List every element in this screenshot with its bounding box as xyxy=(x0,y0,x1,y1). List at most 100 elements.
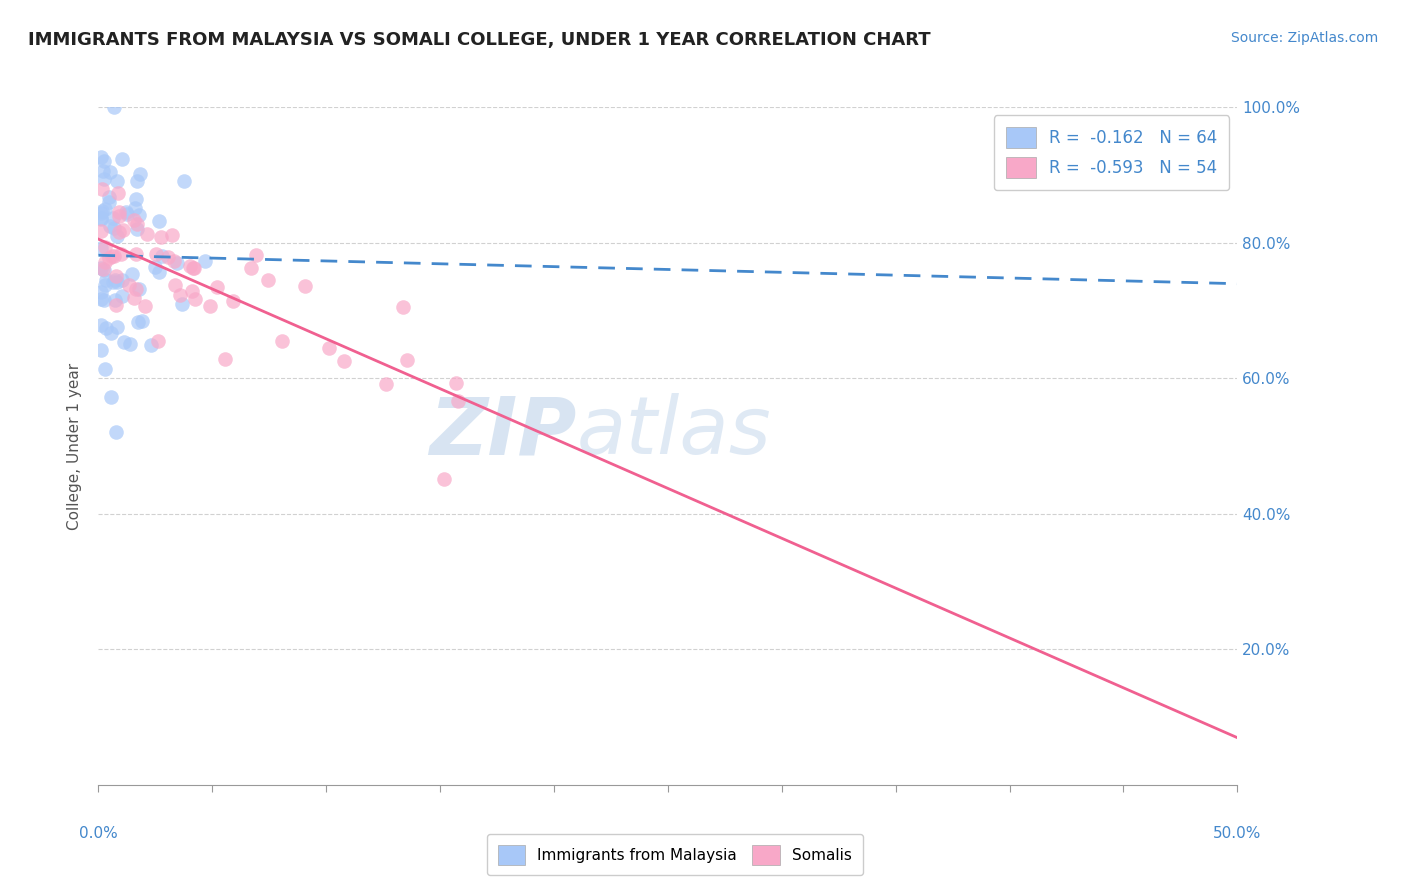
Point xyxy=(163,277,186,292)
Point xyxy=(146,334,169,348)
Point xyxy=(107,319,129,334)
Point xyxy=(179,259,201,273)
Point xyxy=(112,335,135,350)
Point xyxy=(256,273,278,287)
Point xyxy=(149,230,172,244)
Point xyxy=(124,247,146,261)
Point xyxy=(101,211,124,225)
Point xyxy=(118,337,141,351)
Point xyxy=(105,174,128,188)
Point xyxy=(333,353,356,368)
Point xyxy=(169,288,191,302)
Point xyxy=(91,261,114,276)
Point xyxy=(108,209,131,223)
Point xyxy=(93,171,115,186)
Point xyxy=(214,352,236,367)
Point xyxy=(166,256,188,270)
Text: 0.0%: 0.0% xyxy=(79,826,118,840)
Point xyxy=(125,217,148,231)
Point xyxy=(94,277,117,292)
Point xyxy=(181,260,204,275)
Point xyxy=(103,220,125,235)
Point xyxy=(173,173,195,187)
Point xyxy=(222,294,245,309)
Point xyxy=(108,225,131,239)
Point xyxy=(93,153,115,168)
Point xyxy=(125,174,148,188)
Point xyxy=(104,298,127,312)
Point xyxy=(148,214,170,228)
Point xyxy=(96,273,118,287)
Point xyxy=(374,377,396,392)
Point xyxy=(125,222,148,236)
Point xyxy=(115,205,138,219)
Point xyxy=(105,425,128,439)
Point xyxy=(111,152,134,166)
Text: 50.0%: 50.0% xyxy=(1213,826,1261,840)
Point xyxy=(101,275,124,289)
Text: IMMIGRANTS FROM MALAYSIA VS SOMALI COLLEGE, UNDER 1 YEAR CORRELATION CHART: IMMIGRANTS FROM MALAYSIA VS SOMALI COLLE… xyxy=(28,31,931,49)
Point xyxy=(157,251,180,265)
Point xyxy=(93,362,115,376)
Point xyxy=(270,334,292,349)
Point xyxy=(90,151,112,165)
Point xyxy=(446,394,468,409)
Point xyxy=(94,240,117,254)
Point xyxy=(240,260,263,275)
Point xyxy=(111,289,134,303)
Point xyxy=(150,249,173,263)
Point xyxy=(446,376,468,390)
Point xyxy=(205,279,228,293)
Point xyxy=(93,255,115,269)
Point xyxy=(143,260,166,274)
Point xyxy=(90,318,112,332)
Point xyxy=(170,296,193,310)
Point xyxy=(105,275,128,289)
Point xyxy=(110,247,132,261)
Point xyxy=(184,293,207,307)
Point xyxy=(90,260,112,275)
Point xyxy=(104,273,127,287)
Point xyxy=(145,246,167,260)
Point xyxy=(91,182,114,196)
Point xyxy=(115,206,138,220)
Point xyxy=(100,165,122,179)
Point xyxy=(128,209,150,223)
Point xyxy=(100,390,122,404)
Point xyxy=(90,293,112,307)
Point xyxy=(100,326,122,340)
Y-axis label: College, Under 1 year: College, Under 1 year xyxy=(67,362,83,530)
Point xyxy=(94,202,117,216)
Point xyxy=(111,273,134,287)
Point xyxy=(148,265,170,279)
Point xyxy=(395,353,418,368)
Point xyxy=(108,205,131,219)
Point xyxy=(91,203,114,218)
Point xyxy=(128,167,150,181)
Point xyxy=(97,251,120,265)
Legend: R =  -0.162   N = 64, R =  -0.593   N = 54: R = -0.162 N = 64, R = -0.593 N = 54 xyxy=(994,115,1229,190)
Point xyxy=(111,222,134,236)
Point xyxy=(93,293,115,308)
Point xyxy=(107,186,129,200)
Point xyxy=(245,248,267,262)
Point xyxy=(131,313,153,327)
Point xyxy=(90,206,112,220)
Point xyxy=(90,211,112,225)
Point xyxy=(90,343,112,357)
Point xyxy=(198,299,221,313)
Point xyxy=(98,190,121,204)
Point xyxy=(103,100,125,114)
Point xyxy=(128,282,150,296)
Point xyxy=(105,229,128,244)
Point xyxy=(98,194,121,209)
Point xyxy=(125,192,148,206)
Point xyxy=(90,224,112,238)
Point xyxy=(104,293,127,307)
Point xyxy=(118,278,141,293)
Point xyxy=(121,267,143,281)
Point xyxy=(98,219,121,234)
Point xyxy=(90,241,112,255)
Point xyxy=(135,227,157,242)
Point xyxy=(124,201,146,215)
